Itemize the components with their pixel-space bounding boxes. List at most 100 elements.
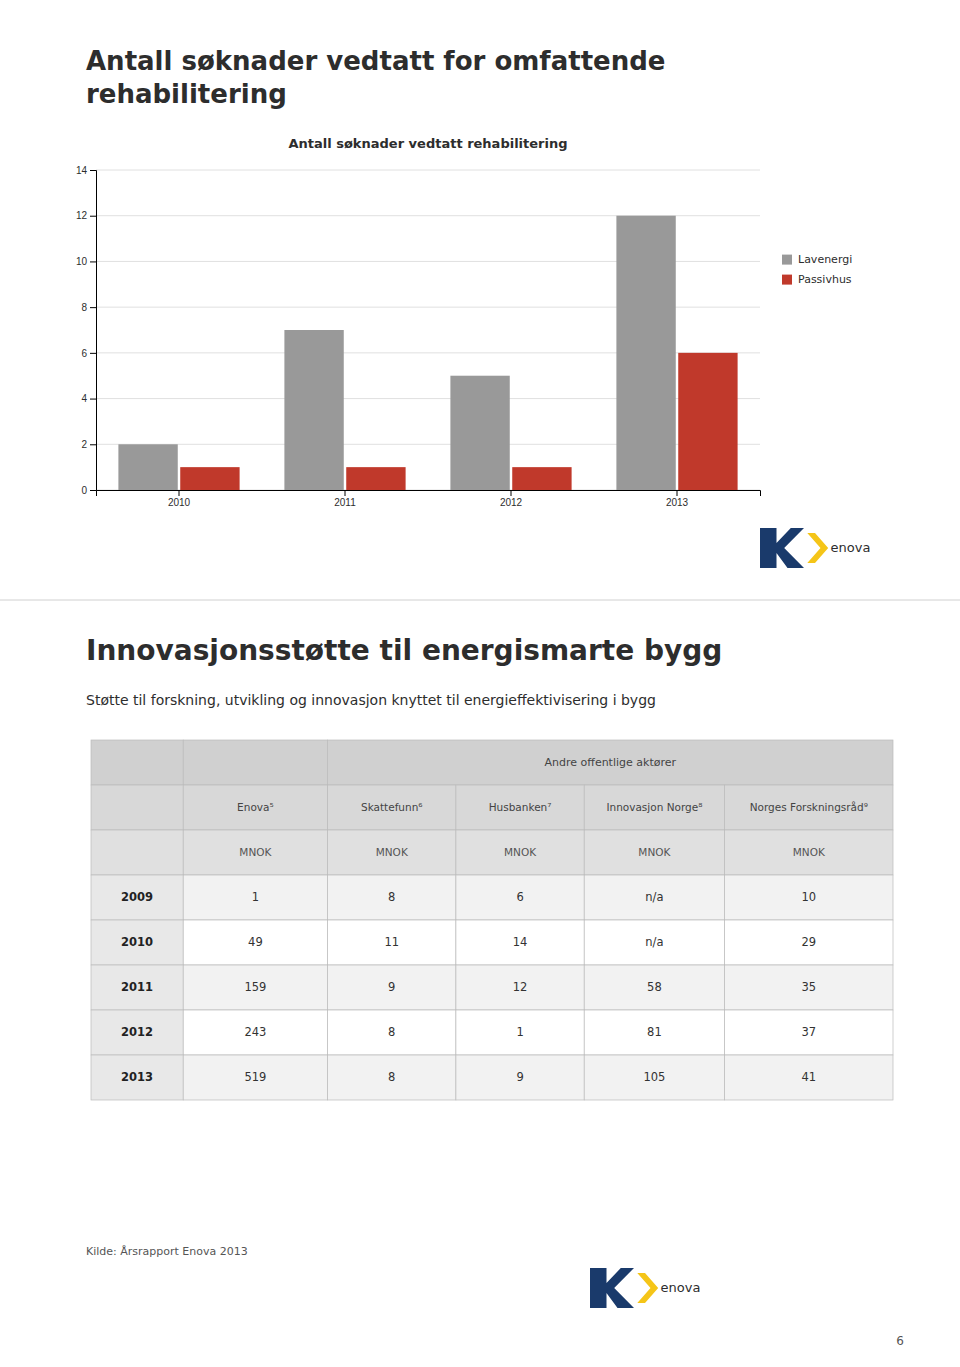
table-text: 1 [252, 890, 259, 904]
table-cell [91, 1055, 183, 1100]
y-tick: 8 [81, 302, 96, 313]
table-text: 81 [647, 1025, 662, 1039]
separator [0, 600, 960, 601]
y-tick-label: 14 [76, 165, 88, 176]
table-cell [328, 830, 456, 875]
y-tick: 0 [81, 485, 96, 496]
table-text: n/a [645, 890, 663, 904]
table-text: 10 [801, 890, 816, 904]
table-text: 2012 [121, 1025, 153, 1039]
table-cell [584, 830, 724, 875]
table-text: 29 [801, 935, 816, 949]
legend: Lavenergi Passivhus [782, 253, 852, 286]
section-title: Innovasjonsstøtte til energismarte bygg [86, 634, 722, 667]
y-tick-mark [90, 444, 96, 445]
table-cell [91, 965, 183, 1010]
table-text: 105 [643, 1070, 665, 1084]
table-text: 8 [388, 890, 395, 904]
table-cell [584, 1010, 724, 1055]
table-cell [328, 1055, 456, 1100]
table-text: Norges Forskningsråd⁹ [750, 801, 868, 813]
y-tick-mark [90, 399, 96, 400]
x-tick: 2010 [168, 490, 191, 508]
y-tick-label: 12 [76, 210, 88, 221]
page: Antall søknader vedtatt for omfattendere… [0, 0, 960, 1367]
table-cell [456, 920, 584, 965]
table-text: 2009 [121, 890, 153, 904]
chart-title: Antall søknader vedtatt rehabilitering [288, 136, 567, 151]
logo-accent [807, 533, 828, 563]
grid-line [96, 170, 760, 171]
table-text: Andre offentlige aktører [545, 756, 677, 769]
table-cell [725, 1010, 893, 1055]
table-cell [183, 830, 327, 875]
x-tick-mark [345, 490, 346, 496]
x-axis: 2010201120122013 [97, 490, 761, 508]
table-text: n/a [645, 935, 663, 949]
table-text: MNOK [793, 846, 826, 858]
logo-accent [637, 1273, 658, 1303]
table-text: 14 [513, 935, 528, 949]
source: Kilde: Årsrapport Enova 2013 [86, 1245, 248, 1258]
legend-item: Lavenergi [782, 253, 852, 266]
logo-shape [590, 1268, 634, 1308]
y-tick-mark [90, 216, 96, 217]
y-tick-mark [90, 170, 96, 171]
table-cell [456, 785, 584, 830]
table: Andre offentlige aktørerEnova⁵Skattefunn… [91, 740, 893, 1100]
y-tick-mark [90, 307, 96, 308]
table-text: 6 [516, 890, 523, 904]
section-subtitle: Støtte til forskning, utvikling og innov… [86, 692, 656, 708]
logo-shape [760, 528, 804, 568]
y-tick-label: 0 [81, 485, 87, 496]
table-cell [91, 785, 183, 830]
table-cell [584, 785, 724, 830]
table-text: MNOK [504, 846, 537, 858]
table-cell [456, 1010, 584, 1055]
table-text: 159 [244, 980, 266, 994]
legend-label: Passivhus [798, 273, 852, 286]
y-tick: 2 [81, 439, 96, 450]
x-tick: 2012 [500, 490, 523, 508]
y-tick-label: 10 [76, 256, 88, 267]
x-tick-mark [677, 490, 678, 496]
table-text: 2011 [121, 980, 153, 994]
table-text: 8 [388, 1070, 395, 1084]
bar [616, 216, 675, 490]
y-axis: 0 2 4 6 8 10 12 14 [76, 165, 97, 496]
table-cell [91, 875, 183, 920]
bar [284, 330, 343, 490]
y-tick: 10 [76, 256, 96, 267]
table-text: MNOK [638, 846, 671, 858]
table-cell [328, 740, 893, 785]
y-tick-label: 4 [81, 393, 87, 404]
table-text: 35 [801, 980, 816, 994]
table-cell [725, 830, 893, 875]
table-text: MNOK [376, 846, 409, 858]
y-tick: 12 [76, 210, 96, 221]
logo-text: enova [661, 1280, 701, 1295]
table-text: Enova⁵ [237, 801, 274, 813]
y-tick-mark [90, 353, 96, 354]
table-cell [584, 965, 724, 1010]
table-text: Husbanken⁷ [489, 801, 552, 813]
table-text: 519 [244, 1070, 266, 1084]
table-cell [183, 785, 327, 830]
x-tick-mark [511, 490, 512, 496]
bars [118, 216, 737, 490]
table-cell [584, 1055, 724, 1100]
table-cell [183, 965, 327, 1010]
table-cell [456, 830, 584, 875]
table-text: 2010 [121, 935, 153, 949]
x-tick-label: 2012 [500, 497, 523, 508]
table-cell [91, 920, 183, 965]
y-tick-label: 6 [81, 348, 87, 359]
table-cell [328, 785, 456, 830]
table-text: 11 [384, 935, 399, 949]
table-text: 49 [248, 935, 263, 949]
x-tick-label: 2011 [334, 497, 356, 508]
table-cell [328, 875, 456, 920]
table-text: 37 [801, 1025, 816, 1039]
table-cell [456, 965, 584, 1010]
table-cell [183, 875, 327, 920]
